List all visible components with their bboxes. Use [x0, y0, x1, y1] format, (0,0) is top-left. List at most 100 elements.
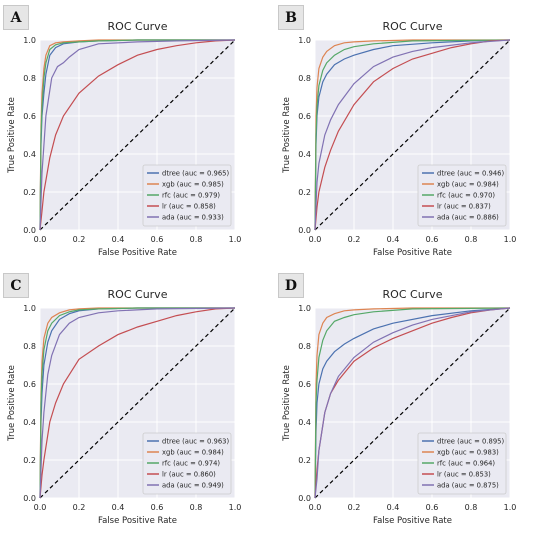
roc-chart-a: 0.0 0.2 0.4 0.6 0.8 1.0 0.0 0.2 0.4 0.6 0.8 1.0 ROC …	[7, 20, 242, 258]
roc-line-rfc	[314, 307, 511, 499]
y-tick-label: 0.0	[298, 494, 311, 503]
y-tick-label: 1.0	[298, 36, 311, 45]
y-tick-label: 1.0	[298, 304, 311, 313]
roc-line-xgb	[314, 307, 510, 499]
y-axis-label: True Positive Rate	[282, 97, 292, 174]
y-tick-label: 0.6	[298, 112, 311, 121]
roc-line-xgb	[39, 39, 235, 231]
legend-entry: dtree (auc = 0.963)	[162, 438, 229, 446]
roc-chart-d: 0.0 0.2 0.4 0.6 0.8 1.0 0.0 0.2 0.4 0.6 0.8 1.0 ROC …	[282, 288, 517, 526]
legend-entry: lr (auc = 0.837)	[437, 203, 491, 211]
x-tick-label: 0.2	[73, 235, 86, 244]
legend-entry: dtree (auc = 0.965)	[162, 170, 229, 178]
x-axis-label: False Positive Rate	[98, 248, 177, 258]
x-tick-label: 0.6	[151, 235, 164, 244]
x-tick-label: 0.0	[34, 503, 47, 512]
x-tick-label: 0.6	[426, 503, 439, 512]
legend-entry: ada (auc = 0.933)	[162, 214, 224, 222]
legend-entry: lr (auc = 0.858)	[162, 203, 216, 211]
y-tick-label: 0.4	[298, 418, 311, 427]
legend-entry: dtree (auc = 0.946)	[437, 170, 504, 178]
y-tick-label: 0.8	[23, 342, 36, 351]
chart-title: ROC Curve	[383, 288, 443, 301]
roc-line-rfc	[314, 39, 511, 231]
legend-entry: xgb (auc = 0.984)	[437, 181, 499, 189]
x-axis-label: False Positive Rate	[98, 516, 177, 526]
roc-line-xgb	[314, 39, 510, 231]
roc-line-ada	[314, 39, 511, 231]
legend-entry: lr (auc = 0.853)	[437, 471, 491, 479]
legend-box	[417, 432, 507, 495]
roc-line-xgb	[39, 307, 235, 499]
x-tick-label: 0.6	[426, 235, 439, 244]
y-axis-label: True Positive Rate	[7, 365, 17, 442]
x-tick-label: 0.0	[309, 503, 322, 512]
y-tick-label: 0.4	[23, 418, 36, 427]
chart-title: ROC Curve	[108, 288, 168, 301]
x-tick-label: 0.4	[387, 235, 400, 244]
x-tick-label: 0.6	[151, 503, 164, 512]
x-tick-label: 1.0	[504, 503, 517, 512]
legend-entry: rfc (auc = 0.974)	[162, 460, 220, 468]
x-tick-label: 0.2	[348, 503, 361, 512]
legend-box	[142, 432, 232, 495]
y-tick-label: 0.8	[23, 74, 36, 83]
y-tick-label: 0.8	[298, 74, 311, 83]
roc-line-lr	[39, 39, 236, 231]
roc-chart-b: 0.0 0.2 0.4 0.6 0.8 1.0 0.0 0.2 0.4 0.6 0.8 1.0 ROC …	[282, 20, 517, 258]
x-tick-label: 0.2	[73, 503, 86, 512]
roc-chart-c: 0.0 0.2 0.4 0.6 0.8 1.0 0.0 0.2 0.4 0.6 0.8 1.0 ROC …	[7, 288, 242, 526]
chance-diagonal-line	[39, 307, 236, 499]
y-tick-label: 0.6	[298, 380, 311, 389]
legend-entry: xgb (auc = 0.985)	[162, 181, 224, 189]
roc-line-ada	[39, 39, 236, 231]
x-tick-label: 0.4	[112, 503, 125, 512]
x-tick-label: 0.8	[190, 235, 203, 244]
roc-line-ada	[314, 307, 511, 499]
legend-box	[417, 164, 507, 227]
x-tick-label: 0.2	[348, 235, 361, 244]
legend-entry: ada (auc = 0.886)	[437, 214, 499, 222]
x-tick-label: 1.0	[504, 235, 517, 244]
x-tick-label: 0.0	[34, 235, 47, 244]
chart-title: ROC Curve	[383, 20, 443, 33]
legend-entry: rfc (auc = 0.970)	[437, 192, 495, 200]
chance-diagonal-line	[314, 307, 511, 499]
roc-line-lr	[314, 39, 511, 231]
roc-line-rfc	[39, 39, 235, 231]
x-tick-label: 0.8	[190, 503, 203, 512]
y-tick-label: 0.2	[23, 456, 36, 465]
y-tick-label: 0.6	[23, 380, 36, 389]
legend-entry: xgb (auc = 0.984)	[162, 449, 224, 457]
x-tick-label: 0.8	[465, 235, 478, 244]
x-tick-label: 1.0	[229, 503, 242, 512]
y-tick-label: 0.4	[23, 150, 36, 159]
panel-letter-b: B	[278, 5, 304, 30]
roc-line-ada	[39, 307, 236, 499]
x-tick-label: 0.4	[387, 503, 400, 512]
x-tick-label: 0.8	[465, 503, 478, 512]
x-tick-label: 0.4	[112, 235, 125, 244]
y-tick-label: 0.2	[298, 188, 311, 197]
panel-letter-c: C	[3, 273, 29, 298]
x-tick-label: 1.0	[229, 235, 242, 244]
legend-entry: ada (auc = 0.875)	[437, 482, 499, 490]
y-axis-label: True Positive Rate	[282, 365, 292, 442]
chance-diagonal-line	[39, 39, 236, 231]
y-tick-label: 0.8	[298, 342, 311, 351]
y-tick-label: 1.0	[23, 304, 36, 313]
legend-box	[142, 164, 232, 227]
roc-line-lr	[39, 307, 236, 499]
roc-line-dtree	[314, 307, 511, 499]
legend-entry: xgb (auc = 0.983)	[437, 449, 499, 457]
roc-panel-b: B 0.0 0.2 0.4 0.6 0.8 1.0 0.0 0.2 0.4 0.6 0.8 1.0 RO…	[275, 0, 550, 268]
panel-letter-d: D	[278, 273, 304, 298]
x-axis-label: False Positive Rate	[373, 248, 452, 258]
legend-entry: rfc (auc = 0.964)	[437, 460, 495, 468]
y-tick-label: 0.0	[23, 226, 36, 235]
y-tick-label: 0.2	[23, 188, 36, 197]
legend-entry: dtree (auc = 0.895)	[437, 438, 504, 446]
y-tick-label: 0.0	[23, 494, 36, 503]
y-tick-label: 0.4	[298, 150, 311, 159]
legend-entry: lr (auc = 0.860)	[162, 471, 216, 479]
